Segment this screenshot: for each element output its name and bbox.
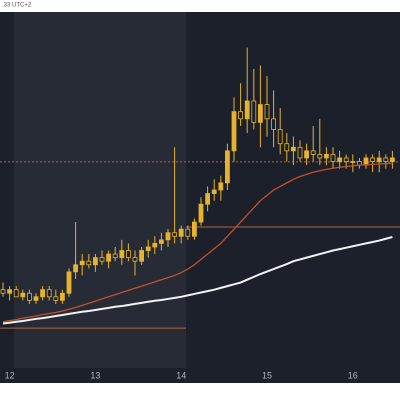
candle-body	[13, 289, 19, 298]
candle-body	[297, 146, 303, 159]
candle-body	[284, 143, 290, 152]
candle-body	[304, 150, 310, 159]
candle-body	[264, 104, 270, 120]
candle-body	[172, 232, 178, 237]
candle-body	[106, 253, 111, 262]
candle-body	[0, 289, 6, 294]
candle-body	[86, 260, 92, 266]
candle-body	[53, 296, 59, 301]
candle-body	[158, 239, 164, 244]
candle-body	[73, 264, 78, 273]
candle-body	[46, 289, 52, 298]
x-tick-label: 14	[176, 370, 186, 380]
candle-body	[370, 157, 376, 162]
candle-body	[317, 153, 323, 159]
candle-body	[257, 104, 263, 123]
candle-body	[337, 157, 343, 162]
candle-body	[60, 292, 65, 301]
candle-body	[139, 250, 145, 262]
candle-body	[198, 203, 204, 223]
candle-body	[251, 100, 257, 123]
candle-body	[119, 250, 125, 259]
candle-body	[205, 193, 211, 205]
candle-body	[277, 129, 283, 145]
x-tick-label: 13	[90, 370, 100, 380]
candle-body	[33, 296, 39, 301]
candle-body	[40, 289, 45, 298]
candle-body	[244, 100, 250, 120]
candle-body	[66, 271, 72, 294]
moving-average	[2, 162, 393, 323]
candle-body	[93, 257, 98, 266]
candle-body	[132, 257, 138, 262]
candle-body	[323, 153, 329, 159]
moving-average	[2, 236, 393, 325]
candle-body	[224, 150, 230, 184]
candle-body	[330, 153, 336, 162]
candle-body	[343, 157, 349, 162]
x-tick-label: 15	[262, 370, 272, 380]
candle-body	[99, 257, 105, 262]
candle-body	[376, 157, 382, 162]
candle-body	[218, 182, 224, 191]
timezone: .33 UTC+2	[2, 3, 32, 9]
candle-body	[310, 150, 316, 155]
candle-body	[126, 250, 131, 259]
candle-body	[7, 289, 12, 294]
x-tick-label: 12	[5, 370, 15, 380]
candle-body	[165, 232, 171, 241]
candle-body	[211, 189, 217, 194]
candle-body	[79, 260, 85, 266]
candle-body	[112, 253, 118, 259]
candle-body	[389, 157, 395, 162]
candle-body	[178, 228, 184, 237]
candle-body	[185, 228, 191, 237]
candle-body	[383, 157, 389, 162]
candle-body	[350, 161, 356, 163]
candle-body	[20, 292, 26, 298]
candle-body	[26, 292, 32, 301]
candle-body	[271, 118, 277, 130]
candle-body	[238, 111, 244, 120]
x-tick-label: 16	[348, 370, 358, 380]
candle-body	[191, 221, 197, 237]
candle-body	[152, 242, 158, 248]
candle-body	[145, 246, 151, 251]
candle-body	[290, 146, 296, 152]
candle-body	[231, 111, 237, 152]
